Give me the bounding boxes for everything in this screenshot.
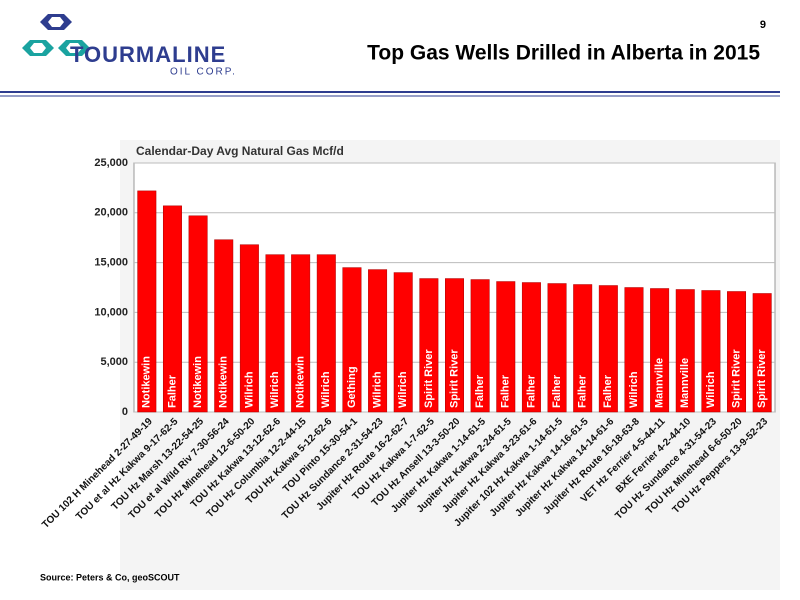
slide-title: Top Gas Wells Drilled in Alberta in 2015 [367, 42, 760, 65]
bar [727, 291, 747, 413]
bar-label: Notikewin [141, 356, 153, 408]
bar [265, 254, 285, 413]
bar-label: Mannville [654, 358, 666, 408]
bar [188, 215, 208, 413]
chart-title: Calendar-Day Avg Natural Gas Mcf/d [136, 144, 344, 158]
bar-label: Falher [525, 374, 537, 408]
bar-label: Wilrich [628, 371, 640, 408]
bar [701, 290, 721, 413]
bar-label: Falher [500, 374, 512, 408]
bar-label: Falher [166, 374, 178, 408]
bar [342, 267, 362, 413]
logo-name: TOURMALINE [70, 42, 226, 67]
y-tick-label: 20,000 [94, 207, 128, 219]
bar [573, 284, 593, 413]
bar-label: Notikewin [192, 356, 204, 408]
bar-label: Notikewin [218, 356, 230, 408]
bar [496, 281, 516, 413]
bar [419, 278, 439, 413]
bar [239, 244, 259, 413]
bar-label: Gething [346, 366, 358, 408]
bar-label: Spirit River [448, 349, 460, 408]
bar-label: Wilrich [269, 371, 281, 408]
bar [598, 285, 618, 413]
source-note: Source: Peters & Co, geoSCOUT [40, 572, 180, 582]
bar [521, 282, 541, 413]
bar-label: Spirit River [730, 349, 742, 408]
bar [393, 272, 413, 413]
bar [137, 190, 157, 413]
bar [752, 293, 772, 413]
bar-label: Falher [602, 374, 614, 408]
y-tick-label: 0 [122, 406, 128, 418]
bar-label: Falher [474, 374, 486, 408]
bar [316, 254, 336, 413]
bar-label: Wilrich [397, 371, 409, 408]
bar [547, 283, 567, 413]
bar-label: Wilrich [705, 371, 717, 408]
bar [162, 205, 182, 413]
bar-label: Wilrich [371, 371, 383, 408]
bar-label: Spirit River [423, 349, 435, 408]
bar [291, 254, 311, 413]
logo-sub: OIL CORP. [170, 67, 237, 78]
bar-label: Notikewin [295, 356, 307, 408]
y-tick-label: 10,000 [94, 306, 128, 318]
y-tick-label: 5,000 [100, 356, 128, 368]
bar-label: Wilrich [320, 371, 332, 408]
bar-label: Mannville [679, 358, 691, 408]
bar [624, 287, 644, 413]
bar-label: Spirit River [756, 349, 768, 408]
bar-label: Wilrich [243, 371, 255, 408]
bar [445, 278, 464, 413]
bar [675, 289, 695, 413]
y-tick-label: 15,000 [94, 257, 128, 269]
bar-label: Falher [577, 374, 589, 408]
bar [214, 239, 234, 413]
y-tick-label: 25,000 [94, 157, 128, 169]
page-number: 9 [760, 19, 766, 31]
bar [368, 269, 388, 413]
bar [470, 279, 490, 413]
logo-mark [22, 14, 90, 56]
bar-label: Falher [551, 374, 563, 408]
bar [650, 288, 670, 413]
